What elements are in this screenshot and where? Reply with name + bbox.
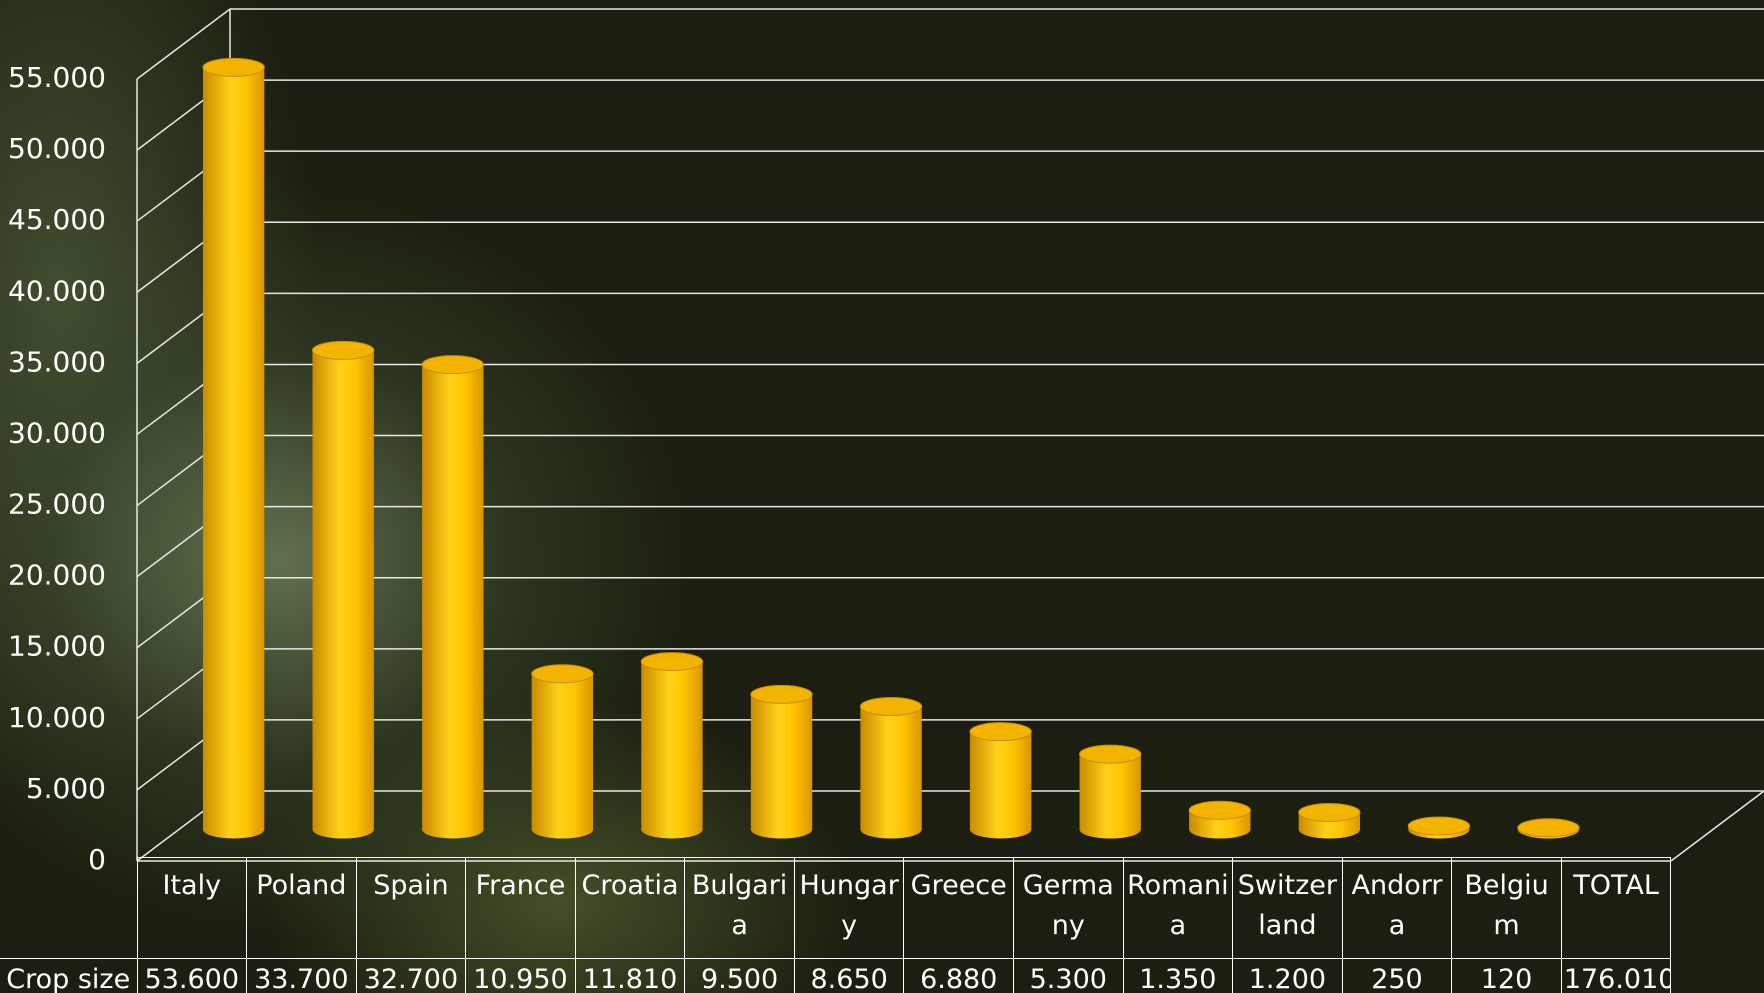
cylinder [640, 652, 704, 839]
y-tick-label: 55.000 [8, 61, 106, 94]
value-label: 6.880 [903, 958, 1014, 993]
category-label: Bulgaria [684, 857, 795, 959]
table-corner [0, 857, 138, 959]
grid-line [136, 79, 1764, 151]
value-label: 250 [1341, 958, 1453, 993]
value-label: 1.200 [1232, 958, 1343, 993]
value-label: 53.600 [136, 958, 248, 993]
cylinder-part [1079, 754, 1141, 839]
y-tick-label: 35.000 [8, 345, 106, 378]
category-label: Poland [246, 857, 357, 959]
cylinder-part [860, 706, 922, 839]
value-label: 10.950 [465, 958, 576, 993]
grid-line [136, 221, 1764, 293]
category-label: TOTAL [1560, 857, 1672, 959]
grid-line [136, 363, 1764, 436]
y-tick-label: 20.000 [8, 559, 106, 592]
cylinder [312, 340, 375, 839]
grid-line [136, 150, 1764, 222]
cylinder-part [312, 340, 375, 360]
grid-line [136, 434, 1764, 507]
cylinder-part [1407, 816, 1471, 836]
category-label: France [465, 857, 576, 959]
grid-line [136, 292, 1764, 364]
grid-line [136, 719, 1764, 791]
y-tick-label: 50.000 [8, 132, 106, 165]
category-label: Croatia [574, 857, 686, 959]
grid-line [136, 576, 1764, 649]
category-label: Hungary [793, 857, 905, 959]
cylinder-part [969, 722, 1032, 742]
cylinder-part [531, 664, 594, 684]
cylinder [531, 664, 594, 839]
category-label: Belgium [1451, 857, 1562, 959]
cylinder-part [640, 652, 704, 672]
category-label: Andorra [1341, 857, 1453, 959]
y-tick-label: 30.000 [8, 416, 106, 449]
cylinder-part [202, 67, 265, 839]
cylinder-part [531, 673, 594, 839]
y-tick-label: 5.000 [26, 772, 106, 805]
category-label: Romania [1122, 857, 1234, 959]
data-table: Italy Poland Spain France Croatia Bulgaria Hun… [0, 857, 1672, 993]
y-tick-label: 15.000 [8, 630, 106, 663]
value-label: 5.300 [1013, 958, 1124, 993]
value-label: 11.810 [574, 958, 686, 993]
cylinder-part [1517, 818, 1580, 838]
cylinder [859, 697, 923, 839]
cylinder-part [1079, 744, 1142, 764]
grid-line [136, 505, 1764, 578]
y-tick-label: 25.000 [8, 488, 106, 521]
cylinder-part [422, 364, 484, 839]
cylinder [969, 722, 1032, 839]
cylinder-part [421, 355, 484, 375]
cylinder-part [1298, 802, 1361, 822]
grid-line [136, 8, 1764, 80]
floor-edge [1670, 790, 1764, 862]
grid-line [136, 648, 1764, 720]
cylinder [1517, 818, 1580, 839]
cylinder-part [312, 350, 374, 839]
category-label: Switzerland [1232, 857, 1343, 959]
cylinder [750, 684, 813, 839]
value-label: 32.700 [355, 958, 467, 993]
cylinder [1298, 802, 1361, 839]
cylinder-part [750, 684, 813, 704]
cylinder [1188, 800, 1251, 839]
y-tick-label: 45.000 [8, 203, 106, 236]
cylinder-part [750, 694, 813, 839]
cylinder [421, 355, 484, 839]
value-label: 1.350 [1122, 958, 1234, 993]
value-label: 120 [1451, 958, 1562, 993]
value-label: 33.700 [246, 958, 357, 993]
value-label: 176.010 [1560, 958, 1672, 993]
cylinder-part [202, 57, 265, 77]
y-tick-label: 10.000 [8, 701, 106, 734]
cylinder-part [641, 661, 703, 839]
series-name: Crop size [0, 958, 138, 993]
y-tick-label: 40.000 [8, 274, 106, 307]
category-label: Spain [355, 857, 467, 959]
cylinder [1079, 744, 1142, 839]
category-label: Greece [903, 857, 1014, 959]
value-label: 8.650 [793, 958, 905, 993]
value-label: 9.500 [684, 958, 795, 993]
category-label: Italy [136, 857, 248, 959]
cylinder-part [859, 697, 923, 717]
category-label: Germany [1013, 857, 1124, 959]
cylinder [202, 57, 265, 839]
cylinder-part [969, 731, 1032, 839]
cylinder [1407, 816, 1471, 839]
cylinder-part [1188, 800, 1251, 820]
